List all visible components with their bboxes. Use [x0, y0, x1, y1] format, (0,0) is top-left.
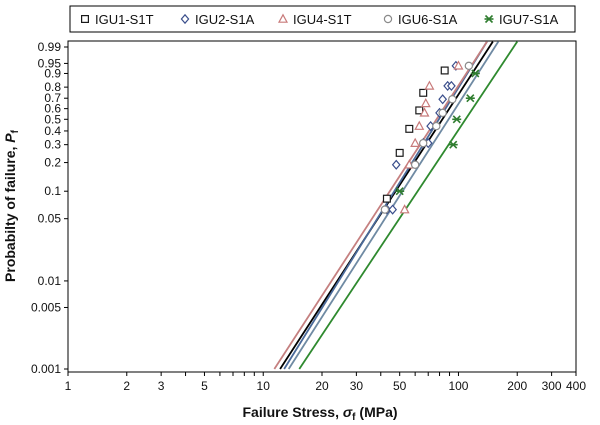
- data-point-igu1-s1t: [440, 66, 449, 75]
- data-point-igu1-s1t: [395, 148, 404, 157]
- y-tick-label: 0.1: [44, 184, 61, 198]
- legend-label-igu2-s1a: IGU2-S1A: [195, 12, 255, 27]
- x-tick-label: 400: [566, 379, 586, 393]
- y-tick-label: 0.4: [44, 124, 61, 138]
- x-tick-label: 3: [158, 379, 165, 393]
- data-point-igu6-s1a: [419, 138, 428, 148]
- legend-marker-igu4-s1t: [277, 13, 289, 23]
- legend-marker-igu1-s1t: [80, 15, 89, 24]
- x-tick-label: 10: [257, 379, 271, 393]
- data-point-igu6-s1a: [448, 95, 457, 104]
- y-tick-label: 0.001: [31, 362, 61, 376]
- y-axis: 0.0010.0050.010.050.10.20.30.40.50.60.70…: [31, 40, 68, 376]
- x-tick-label: 200: [507, 379, 527, 393]
- legend-label-igu7-s1a: IGU7-S1A: [499, 12, 559, 27]
- data-point-igu4-s1t: [453, 60, 464, 70]
- y-tick-label: 0.7: [44, 91, 61, 105]
- y-tick-label: 0.99: [38, 40, 62, 54]
- x-title-suffix: (MPa): [356, 404, 398, 420]
- data-point-igu6-s1a: [438, 108, 447, 118]
- data-point-igu6-s1a: [410, 160, 420, 169]
- y-title-symbol: P: [2, 133, 18, 143]
- y-tick-label: 0.05: [38, 212, 62, 226]
- x-tick-label: 20: [315, 379, 329, 393]
- y-tick-label: 0.5: [44, 112, 61, 126]
- x-tick-label: 300: [542, 379, 562, 393]
- fit-line-igu7-s1a: [298, 41, 518, 370]
- data-point-igu7-s1a: [452, 115, 462, 124]
- x-tick-label: 2: [123, 379, 130, 393]
- data-point-igu2-s1a: [438, 94, 448, 105]
- legend-label-igu1-s1t: IGU1-S1T: [95, 12, 154, 27]
- y-title-subscript: f: [10, 129, 21, 133]
- data-point-igu4-s1t: [419, 107, 430, 117]
- y-tick-label: 0.005: [31, 300, 61, 314]
- data-point-igu1-s1t: [382, 194, 391, 203]
- data-point-igu2-s1a: [446, 80, 456, 92]
- x-tick-label: 100: [448, 379, 468, 393]
- data-point-igu6-s1a: [432, 121, 441, 131]
- y-tick-label: 0.95: [38, 56, 62, 70]
- legend-marker-igu2-s1a: [180, 13, 190, 25]
- data-points: [380, 60, 480, 215]
- data-point-igu4-s1t: [410, 137, 421, 147]
- legend: IGU1-S1T IGU2-S1A IGU4-S1T IGU6-S1A IGU7-S1A: [69, 5, 576, 33]
- x-axis: 1 2 3 5 10 20 30 50 100 200 300 400: [65, 372, 586, 393]
- legend-label-igu4-s1t: IGU4-S1T: [293, 12, 352, 27]
- y-title-prefix: Probabilty of failure,: [2, 143, 18, 282]
- data-point-igu4-s1t: [424, 80, 435, 90]
- data-point-igu1-s1t: [419, 88, 428, 97]
- y-tick-label: 0.9: [44, 66, 61, 80]
- y-tick-label: 0.6: [44, 102, 61, 116]
- data-point-igu2-s1a: [388, 204, 398, 215]
- data-point-igu2-s1a: [391, 159, 401, 170]
- x-tick-label: 1: [65, 379, 72, 393]
- x-tick-label: 5: [201, 379, 208, 393]
- x-tick-label: 50: [393, 379, 407, 393]
- y-tick-label: 0.2: [44, 156, 61, 170]
- data-point-igu6-s1a: [464, 61, 474, 71]
- y-tick-label: 0.3: [44, 138, 61, 152]
- y-tick-label: 0.01: [38, 274, 62, 288]
- legend-marker-igu7-s1a: [484, 14, 494, 24]
- y-tick-label: 0.8: [44, 80, 61, 94]
- x-title-subscript: f: [352, 412, 356, 423]
- legend-label-igu6-s1a: IGU6-S1A: [398, 12, 458, 27]
- data-point-igu1-s1t: [415, 106, 424, 115]
- x-tick-label: 30: [350, 379, 364, 393]
- data-point-igu7-s1a: [465, 94, 475, 103]
- legend-marker-igu6-s1a: [383, 14, 393, 24]
- data-point-igu4-s1t: [420, 97, 431, 108]
- x-title-prefix: Failure Stress,: [242, 404, 342, 420]
- x-axis-title: Failure Stress, σf (MPa): [242, 404, 397, 423]
- y-axis-title: Probabilty of failure, Pf: [2, 129, 21, 282]
- x-title-symbol: σ: [343, 404, 353, 420]
- data-point-igu6-s1a: [380, 205, 390, 214]
- data-point-igu7-s1a: [448, 140, 458, 149]
- data-point-igu1-s1t: [405, 124, 414, 133]
- data-point-igu7-s1a: [395, 187, 405, 196]
- data-point-igu7-s1a: [470, 69, 480, 78]
- data-point-igu4-s1t: [414, 120, 425, 130]
- fit-line-igu6-s1a: [287, 41, 500, 370]
- data-point-igu4-s1t: [399, 204, 410, 214]
